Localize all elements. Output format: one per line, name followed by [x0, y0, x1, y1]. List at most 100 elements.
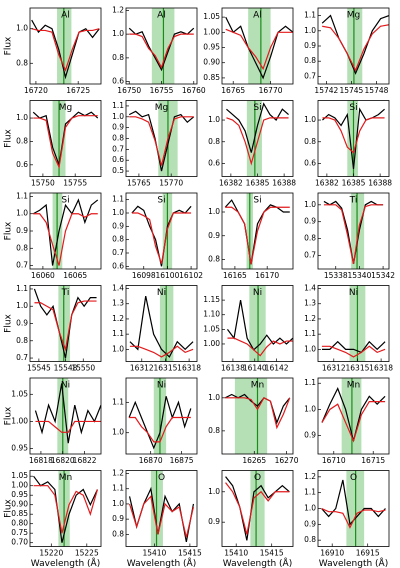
x-tick-label: 15338 — [324, 271, 348, 280]
y-tick-label: 1.3 — [112, 299, 124, 308]
y-tick-label: 0.7 — [304, 71, 316, 80]
plot-frame — [221, 377, 294, 455]
y-tick-label: 1.00 — [203, 27, 220, 36]
y-tick-label: 1.05 — [203, 324, 220, 333]
y-tick-label: 0.9 — [16, 226, 28, 235]
x-tick-label: 16385 — [246, 179, 270, 188]
y-tick-label: 1.10 — [203, 310, 220, 319]
x-tick-label: 16720 — [24, 86, 48, 95]
y-tick-label: 1.2 — [112, 5, 124, 14]
spectrum-line — [226, 300, 293, 351]
y-tick-label: 0.9 — [208, 231, 220, 240]
spectrum-line — [128, 396, 192, 450]
y-tick-label: 0.95 — [11, 444, 28, 453]
spectrum-line — [129, 345, 194, 358]
y-tick-label: 0.8 — [112, 529, 124, 538]
x-tick-label: 16818 — [29, 456, 53, 465]
panel-title: Si — [61, 196, 69, 206]
spectrum-line — [31, 28, 100, 72]
x-tick-label: 15225 — [75, 549, 99, 558]
spectrum-line — [32, 111, 99, 168]
x-tick-label: 15415 — [260, 549, 284, 558]
y-axis-label: Flux — [4, 498, 14, 517]
y-tick-label: 1.1 — [112, 397, 124, 406]
x-tick-label: 16270 — [275, 456, 299, 465]
x-tick-label: 15415 — [178, 549, 202, 558]
x-tick-label: 16315 — [346, 364, 370, 373]
y-axis-label: Flux — [4, 221, 14, 240]
plot-frame — [125, 377, 198, 455]
y-tick-label: 1.1 — [304, 378, 316, 387]
panel-title: Ni — [253, 288, 262, 298]
spectrum-line — [226, 117, 289, 166]
spectrum-line — [323, 204, 384, 265]
y-tick-label: 0.8 — [304, 535, 316, 544]
y-tick-label: 0.8 — [16, 58, 28, 67]
y-tick-label: 0.9 — [112, 221, 124, 230]
x-tick-label: 16138 — [221, 364, 245, 373]
y-tick-label: 1.0 — [16, 24, 28, 33]
x-tick-label: 16725 — [66, 86, 90, 95]
y-tick-label: 1.2 — [112, 314, 124, 323]
spectrum-line — [34, 300, 97, 352]
y-tick-label: 0.9 — [304, 519, 316, 528]
y-tick-label: 1.1 — [112, 484, 124, 493]
y-tick-label: 0.9 — [304, 431, 316, 440]
x-tick-label: 16100 — [155, 271, 179, 280]
panel-title: Ni — [157, 381, 166, 391]
spectrum-line — [227, 337, 293, 357]
panel-title: Mn — [251, 381, 264, 391]
x-tick-label: 16065 — [63, 271, 87, 280]
y-tick-label: 1.0 — [208, 115, 220, 124]
y-tick-label: 1.05 — [203, 12, 220, 21]
y-tick-label: 0.9 — [112, 514, 124, 523]
y-tick-label: 0.95 — [203, 43, 220, 52]
y-tick-label: 0.6 — [304, 158, 316, 167]
y-tick-label: 1.1 — [304, 329, 316, 338]
x-tick-label: 16102 — [179, 271, 203, 280]
spectrum-line — [321, 345, 386, 358]
x-tick-label: 16388 — [272, 179, 296, 188]
x-tick-label: 16820 — [51, 456, 75, 465]
spectrum-line — [225, 397, 291, 430]
y-axis-label: Flux — [4, 313, 14, 332]
highlight-band — [250, 470, 265, 547]
highlight-band — [347, 100, 358, 177]
plot-frame — [29, 377, 102, 455]
y-tick-label: 0.8 — [304, 56, 316, 65]
panel-title: Si — [349, 103, 357, 113]
y-tick-label: 0.75 — [11, 528, 28, 537]
x-tick-label: 15750 — [31, 179, 55, 188]
panel-title: O — [254, 473, 261, 483]
spectrum-line — [225, 476, 290, 541]
x-tick-label: 16765 — [221, 86, 245, 95]
spectrum-line — [128, 27, 195, 72]
x-tick-label: 15340 — [347, 271, 371, 280]
y-tick-label: 1.0 — [208, 207, 220, 216]
y-tick-label: 1.0 — [112, 428, 124, 437]
y-tick-label: 0.6 — [16, 160, 28, 169]
spectrum-line — [226, 102, 289, 153]
y-tick-label: 1.0 — [304, 200, 316, 209]
panel-title: Ti — [61, 288, 70, 298]
y-tick-label: 1.0 — [16, 301, 28, 310]
x-tick-label: 16715 — [361, 456, 385, 465]
x-tick-label: 16388 — [368, 179, 392, 188]
spectrum-line — [224, 393, 291, 425]
x-tick-label: 16770 — [259, 86, 283, 95]
x-tick-label: 16875 — [170, 456, 194, 465]
y-tick-label: 0.8 — [16, 136, 28, 145]
spectrum-line — [129, 296, 194, 358]
panel-title: Al — [157, 11, 166, 21]
x-tick-label: 16265 — [242, 456, 266, 465]
panel-title: Al — [61, 11, 70, 21]
y-tick-label: 1.0 — [112, 499, 124, 508]
y-tick-label: 0.6 — [112, 155, 124, 164]
y-tick-label: 1.00 — [203, 339, 220, 348]
x-tick-label: 16142 — [265, 364, 289, 373]
y-axis-label: Flux — [4, 36, 14, 55]
x-tick-label: 15410 — [142, 549, 166, 558]
panel-title: Si — [253, 103, 261, 113]
plot-frame — [221, 7, 294, 85]
y-tick-label: 1.4 — [304, 284, 316, 293]
